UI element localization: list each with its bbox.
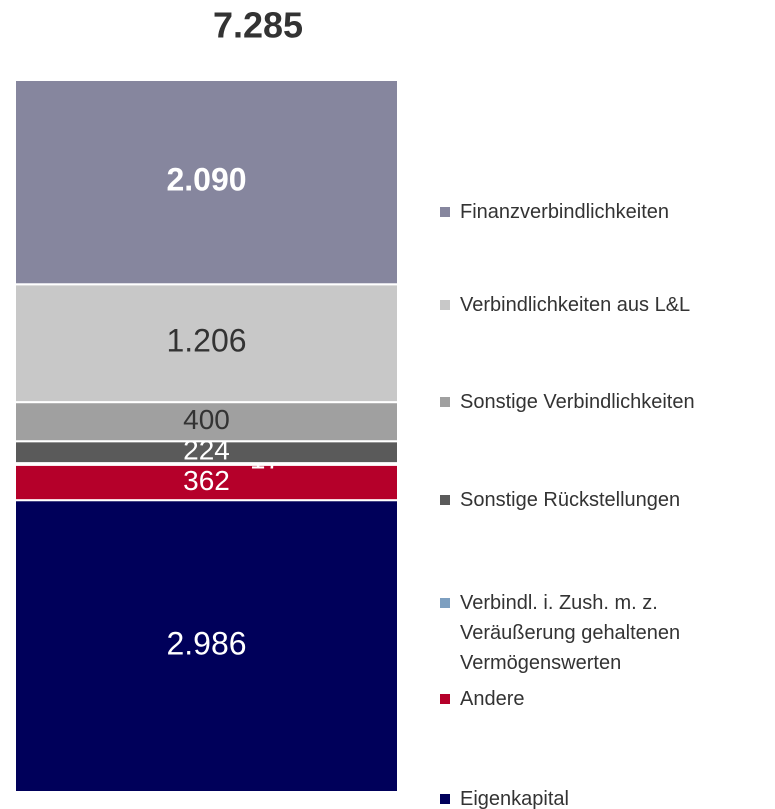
legend-item: Verbindlichkeiten aus L&L: [440, 290, 750, 320]
legend-swatch: [440, 300, 450, 310]
bar-segment: [14, 79, 399, 286]
data-label: 1.206: [166, 323, 246, 359]
legend-label: Sonstige Rückstellungen: [460, 489, 681, 511]
bar-segment: [14, 401, 399, 443]
legend-label: Verbindl. i. Zush. m. z. Veräußerung geh…: [460, 592, 681, 674]
bar-segment: [14, 283, 399, 404]
chart-title: 7.285: [213, 5, 303, 46]
legend-item: Finanzverbindlichkeiten: [440, 197, 750, 227]
legend-swatch: [440, 794, 450, 804]
legend-item: Verbindl. i. Zush. m. z. Veräußerung geh…: [440, 588, 750, 678]
legend-item: Sonstige Verbindlichkeiten: [440, 387, 750, 417]
data-label: 400: [183, 404, 230, 435]
legend-item: Andere: [440, 684, 750, 714]
legend-swatch: [440, 694, 450, 704]
data-label: 2.090: [166, 162, 246, 198]
bar-segment: [14, 463, 399, 502]
data-label: 362: [183, 465, 230, 496]
bar-segment: [14, 499, 399, 793]
legend-item: Eigenkapital: [440, 784, 750, 809]
legend-label: Sonstige Verbindlichkeiten: [460, 391, 695, 413]
legend-swatch: [440, 495, 450, 505]
data-label: 2.986: [166, 626, 246, 662]
legend-swatch: [440, 397, 450, 407]
legend-label: Verbindlichkeiten aus L&L: [460, 294, 691, 316]
legend-swatch: [440, 598, 450, 608]
legend-label: Eigenkapital: [460, 788, 569, 809]
legend-swatch: [440, 207, 450, 217]
legend-label: Andere: [460, 688, 525, 710]
legend-label: Finanzverbindlichkeiten: [460, 201, 670, 223]
legend-item: Sonstige Rückstellungen: [440, 485, 750, 515]
